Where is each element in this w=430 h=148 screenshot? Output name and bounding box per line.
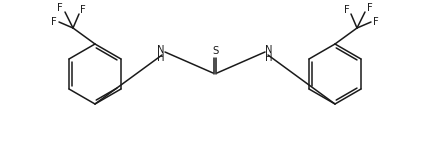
Text: S: S: [212, 46, 218, 56]
Text: F: F: [373, 17, 379, 27]
Text: H: H: [265, 53, 273, 63]
Text: F: F: [51, 17, 57, 27]
Text: N: N: [157, 45, 165, 55]
Text: F: F: [367, 3, 373, 13]
Text: F: F: [80, 5, 86, 15]
Text: F: F: [344, 5, 350, 15]
Text: F: F: [57, 3, 63, 13]
Text: N: N: [265, 45, 273, 55]
Text: H: H: [157, 53, 165, 63]
